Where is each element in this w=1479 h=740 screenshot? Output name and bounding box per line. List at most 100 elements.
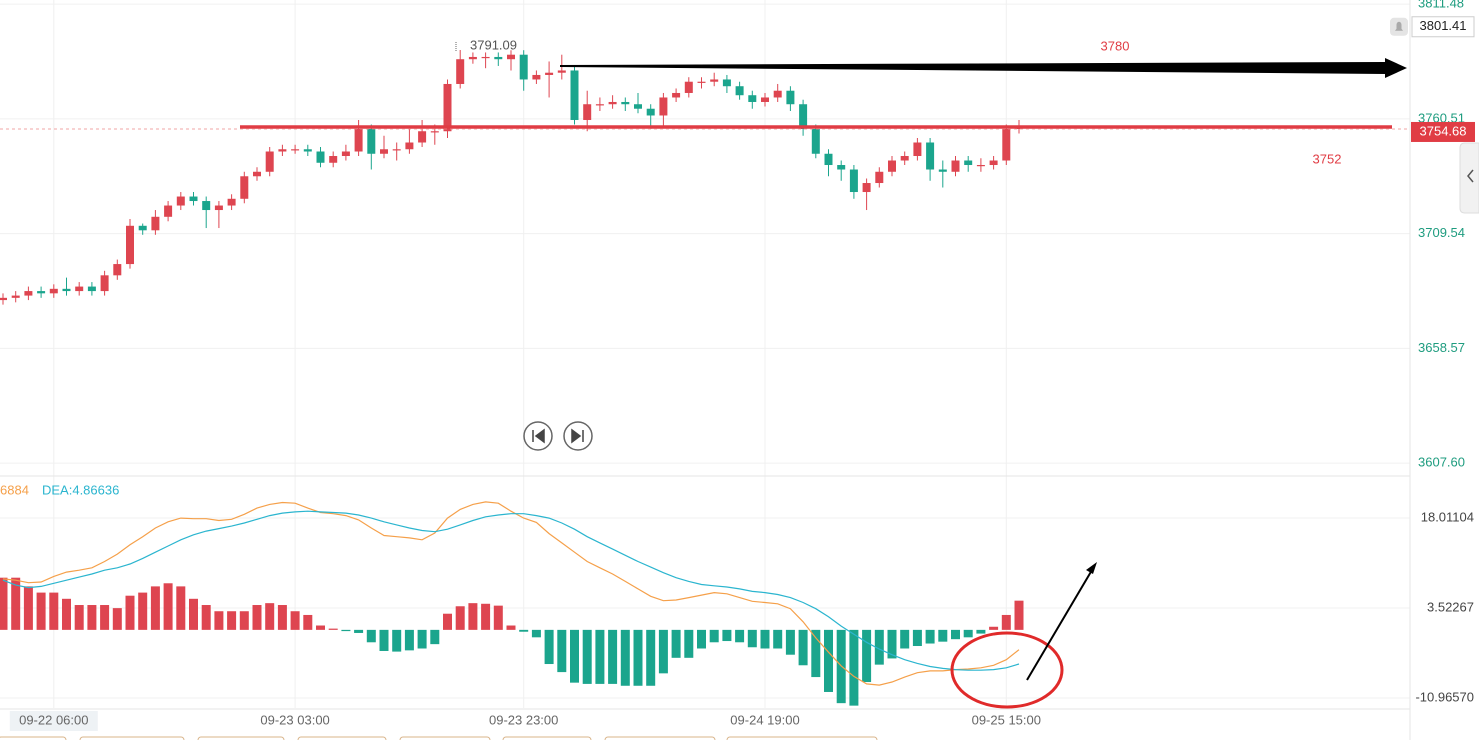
macd-bar [785, 629, 795, 655]
candle-body [507, 54, 515, 60]
y-tick-label: 3658.57 [1418, 340, 1465, 355]
macd-bar [366, 629, 376, 643]
candle-body [62, 288, 71, 292]
candle-body [126, 225, 134, 265]
candle-body [392, 149, 401, 151]
macd-bar [112, 608, 122, 630]
candle-body [595, 104, 604, 106]
macd-bar [887, 629, 897, 659]
macd-line [2, 501, 1020, 686]
y-tick-label: 3760.51 [1418, 110, 1465, 125]
tab[interactable] [0, 736, 67, 740]
candle-body [913, 142, 922, 157]
macd-bar [214, 611, 224, 630]
macd-bar [11, 577, 21, 630]
candle-body [456, 59, 465, 84]
macd-bar [595, 629, 605, 684]
high-label: 3791.09 [470, 37, 517, 52]
last-price-badge [1411, 121, 1475, 142]
alert-price-label: 3801.41 [1420, 18, 1467, 33]
tab[interactable] [197, 736, 285, 740]
next-icon [571, 428, 584, 444]
y-tick-label: 3709.54 [1418, 225, 1465, 240]
candle-body [900, 156, 909, 161]
highlight-circle [950, 631, 1064, 709]
candle-body [75, 286, 84, 292]
macd-bar [468, 603, 478, 630]
legend-label: DEA:4.86636 [42, 482, 119, 497]
macd-bar [341, 629, 351, 632]
macd-bar [227, 611, 237, 630]
tab[interactable] [297, 736, 387, 740]
candle-body [811, 128, 820, 154]
macd-bar [938, 629, 948, 642]
replay-buttons [523, 421, 593, 451]
macd-bar [189, 598, 198, 630]
candle-body [253, 171, 261, 177]
x-label-bg [962, 711, 1051, 731]
macd-bar [862, 629, 872, 683]
macd-line [2, 510, 1020, 671]
candle-body [481, 56, 490, 59]
candle-body [583, 104, 592, 120]
candle-body [722, 79, 731, 87]
macd-bar [658, 629, 668, 674]
macd-bar [735, 629, 745, 643]
candle-body [773, 90, 782, 98]
macd-bar [239, 611, 249, 630]
macd-bar [328, 628, 338, 630]
macd-bar [824, 629, 833, 692]
candle-body [202, 201, 211, 211]
candle-body [138, 225, 147, 231]
alert-price-box [1411, 16, 1475, 38]
macd-bar [1014, 600, 1024, 630]
tab[interactable] [502, 736, 592, 740]
macd-bar [74, 605, 84, 630]
tab[interactable] [604, 736, 716, 740]
annotation-arrow [1026, 569, 1093, 681]
macd-bar [709, 629, 719, 643]
candle-body [49, 288, 58, 294]
x-tick-label: 09-23 23:00 [489, 712, 558, 727]
candle-body [659, 97, 668, 116]
candle-body [100, 275, 109, 292]
candle-body [37, 291, 46, 294]
candle-body [761, 97, 769, 102]
macd-bar [925, 629, 935, 644]
macd-bar [506, 625, 516, 630]
x-label-bg [9, 711, 98, 731]
macd-bar [49, 592, 59, 630]
candle-body [468, 56, 477, 60]
macd-bar [633, 629, 643, 686]
bottom-tabs [0, 736, 878, 740]
macd-bar [443, 613, 452, 630]
candle-body [545, 72, 554, 75]
macd-bar [100, 605, 110, 630]
candle-body [240, 176, 249, 199]
macd-bar [684, 629, 694, 658]
tab[interactable] [79, 736, 185, 740]
macd-bar [963, 629, 973, 638]
macd-bar [201, 605, 211, 630]
candle-body [303, 149, 312, 152]
y-tick-label: 3811.48 [1418, 0, 1464, 11]
x-tick-label: 09-24 19:00 [730, 712, 799, 727]
macd-bar [404, 629, 414, 651]
macd-bar [747, 629, 757, 648]
candle-body [926, 142, 935, 170]
tab[interactable] [399, 736, 491, 740]
candle-body [176, 196, 185, 206]
last-price-label: 3754.68 [1420, 123, 1467, 138]
candle-body [519, 54, 528, 80]
tab[interactable] [726, 736, 878, 740]
candle-body [849, 169, 858, 193]
candle-body [291, 149, 300, 151]
candle-body [621, 101, 630, 105]
macd-bar [874, 629, 884, 665]
prev-icon [532, 428, 545, 444]
candle-body [710, 79, 719, 82]
macd-bar [620, 629, 630, 686]
macd-bar [570, 629, 579, 683]
macd-bar [36, 592, 46, 630]
